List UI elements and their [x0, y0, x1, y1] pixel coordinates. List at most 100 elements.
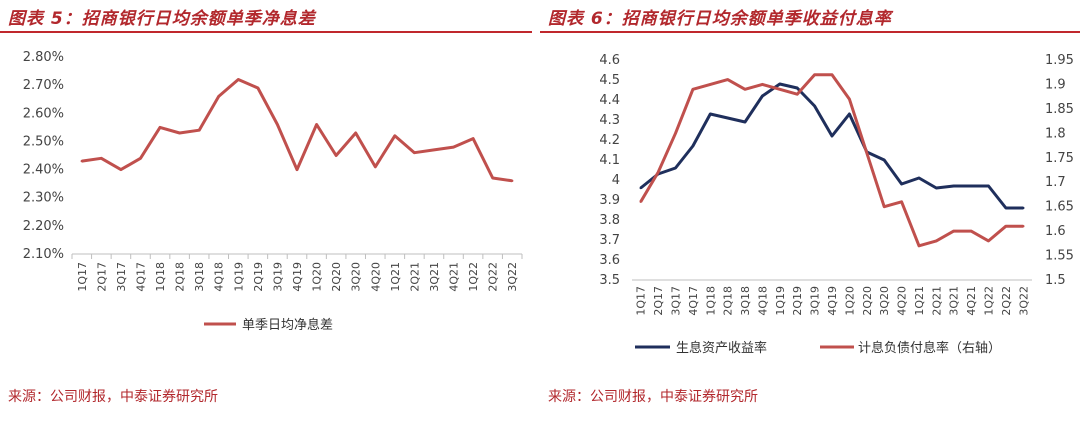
x-tick-label: 2Q22: [1000, 286, 1013, 316]
data-point: [848, 112, 851, 116]
data-point: [511, 179, 514, 183]
data-point: [848, 97, 851, 101]
data-point: [796, 86, 799, 90]
data-point: [80, 159, 83, 163]
data-point: [761, 94, 764, 98]
y-tick-label: 2.30%: [23, 191, 64, 206]
x-tick-label: 4Q19: [826, 286, 839, 316]
y-tick-label: 2.50%: [23, 134, 64, 149]
data-point: [900, 182, 903, 186]
x-tick-label: 4Q21: [965, 286, 978, 316]
data-point: [761, 83, 764, 86]
y-tick-label-left: 4: [612, 173, 620, 188]
data-point: [178, 131, 181, 135]
y-tick-label-right: 1.55: [1045, 249, 1074, 264]
data-point: [796, 93, 799, 96]
x-tick-label: 2Q17: [95, 262, 108, 292]
y-tick-label-left: 4.6: [599, 53, 620, 68]
x-tick-label: 4Q19: [291, 262, 304, 292]
x-tick-label: 1Q19: [774, 286, 787, 316]
x-tick-label: 4Q20: [896, 286, 909, 316]
data-point: [882, 205, 886, 208]
data-point: [256, 86, 260, 90]
y-tick-label-left: 3.5: [599, 273, 620, 288]
x-tick-label: 1Q17: [76, 262, 89, 292]
data-point: [935, 186, 938, 190]
data-point: [639, 200, 642, 203]
data-point: [1022, 225, 1025, 228]
y-tick-label-left: 4.4: [599, 93, 620, 108]
x-tick-label: 2Q20: [330, 262, 343, 292]
y-tick-label-left: 3.9: [599, 193, 620, 208]
x-tick-label: 4Q20: [369, 262, 382, 292]
data-point: [882, 158, 886, 162]
data-point: [900, 200, 903, 203]
x-tick-label: 4Q17: [687, 286, 700, 316]
chart-right-svg: 3.5 3.6 3.7 3.8 3.9 4 4.1 4.2 4.3 4.4 4.5 4.6 1.5 1.5…: [599, 53, 1074, 356]
x-tick-label: 1Q18: [154, 262, 167, 292]
y-tick-label: 2.60%: [23, 106, 64, 121]
x-tick-label: 3Q20: [350, 262, 363, 292]
data-point: [987, 184, 990, 188]
x-tick-label: 1Q22: [467, 262, 480, 292]
data-point: [1022, 206, 1025, 210]
data-point: [709, 83, 712, 86]
x-tick-label: 4Q18: [213, 262, 226, 292]
data-point: [119, 168, 123, 171]
data-point: [1004, 225, 1008, 228]
y-tick-label-right: 1.75: [1045, 151, 1074, 166]
y-tick-label-left: 4.3: [599, 113, 620, 128]
data-point: [778, 82, 782, 86]
data-point: [778, 88, 782, 91]
series-line-net-interest-margin: [81, 78, 513, 183]
data-point: [935, 239, 938, 243]
data-point: [315, 123, 318, 126]
y-tick-label-right: 1.85: [1045, 102, 1074, 117]
data-point: [197, 128, 201, 132]
data-point: [1004, 206, 1008, 210]
x-tick-label: 2Q20: [861, 286, 874, 316]
data-point: [295, 168, 299, 171]
data-point: [709, 112, 712, 116]
x-tick-label: 3Q19: [809, 286, 822, 316]
data-point: [139, 157, 142, 160]
y-tick-label-left: 4.1: [599, 153, 620, 168]
x-tick-label: 1Q20: [843, 286, 856, 316]
y-tick-label-left: 4.2: [599, 133, 620, 148]
data-point: [969, 229, 973, 233]
chart-title-right: 图表 6：招商银行日均余额单季收益付息率: [548, 9, 892, 29]
legend-label-asset-yield: 生息资产收益率: [676, 340, 767, 356]
chart-title-left: 图表 5：招商银行日均余额单季净息差: [8, 9, 316, 29]
x-tick-label: 3Q20: [878, 286, 891, 316]
y-tick-label-right: 1.5: [1045, 273, 1066, 288]
x-tick-label: 1Q17: [635, 286, 648, 316]
chart-panel-left: 图表 5：招商银行日均余额单季净息差 2.10% 2.20% 2.30% 2.40% 2…: [0, 9, 532, 405]
x-tick-label: 4Q17: [134, 262, 147, 292]
data-point: [217, 95, 220, 98]
chart-left-svg: 2.10% 2.20% 2.30% 2.40% 2.50% 2.60% 2.70% 2.80%…: [23, 50, 523, 333]
series-line-liability-cost: [639, 73, 1024, 248]
data-point: [917, 244, 921, 247]
data-point: [691, 88, 695, 91]
data-point: [987, 239, 990, 243]
source-note-right: 来源：公司财报，中泰证券研究所: [548, 389, 758, 405]
x-tick-label: 3Q17: [669, 286, 682, 316]
y-tick-label-right: 1.7: [1045, 175, 1066, 190]
data-point: [952, 184, 955, 188]
data-point: [830, 134, 834, 138]
legend-label: 单季日均净息差: [242, 317, 333, 333]
data-point: [969, 184, 973, 188]
data-point: [830, 73, 834, 76]
data-point: [354, 131, 357, 135]
data-point: [743, 88, 747, 91]
y-tick-label-left: 3.6: [599, 253, 620, 268]
legend-label-liability-cost: 计息负债付息率（右轴）: [858, 340, 1001, 356]
data-point: [471, 137, 475, 140]
x-tick-label: 2Q18: [722, 286, 735, 316]
data-point: [100, 157, 103, 160]
data-point: [917, 176, 921, 180]
data-point: [813, 73, 816, 76]
y-tick-label-right: 1.8: [1045, 126, 1066, 141]
x-tick-label: 2Q22: [487, 262, 500, 292]
x-tick-label: 3Q21: [948, 286, 961, 316]
